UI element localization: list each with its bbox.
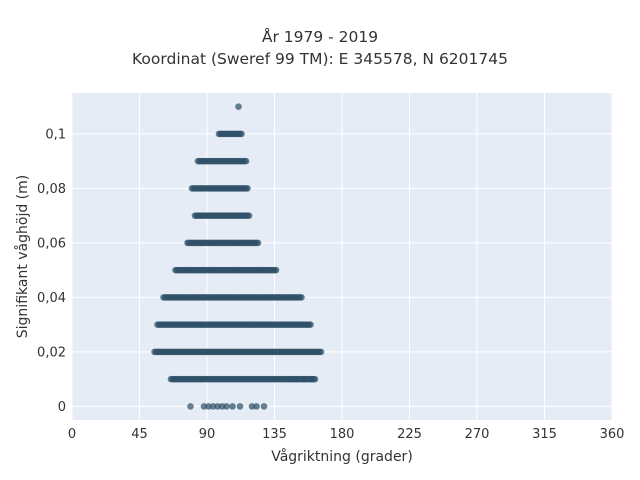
data-point xyxy=(238,130,245,138)
y-tick-label: 0,08 xyxy=(37,182,66,197)
x-tick-label: 225 xyxy=(397,427,422,442)
data-point xyxy=(298,294,305,301)
data-point xyxy=(245,212,253,219)
data-point xyxy=(235,103,242,110)
y-axis-ticks: 0 0,02 0,04 0,06 0,08 0,1 xyxy=(37,127,66,415)
data-point xyxy=(301,375,308,383)
data-point xyxy=(253,403,260,410)
x-axis-label: Vågriktning (grader) xyxy=(271,448,413,465)
data-point xyxy=(272,266,280,274)
data-point xyxy=(287,375,295,383)
data-point xyxy=(260,403,268,410)
x-tick-label: 0 xyxy=(68,427,76,442)
x-tick-label: 45 xyxy=(131,427,148,442)
y-tick-label: 0,06 xyxy=(37,236,66,251)
x-axis-ticks: 0 45 90 135 180 225 270 315 360 xyxy=(68,427,625,442)
chart-subtitle: Koordinat (Sweref 99 TM): E 345578, N 62… xyxy=(132,50,508,68)
y-tick-label: 0,02 xyxy=(37,345,66,360)
data-point xyxy=(223,403,230,410)
y-axis-label: Signifikant våghöjd (m) xyxy=(14,175,31,338)
y-tick-label: 0,1 xyxy=(45,127,66,142)
x-tick-label: 180 xyxy=(330,427,355,442)
data-point xyxy=(307,321,314,328)
x-tick-label: 135 xyxy=(262,427,287,442)
data-point xyxy=(308,375,316,383)
data-point xyxy=(236,403,244,410)
data-points xyxy=(151,103,325,410)
x-tick-label: 90 xyxy=(199,427,216,442)
x-tick-label: 315 xyxy=(532,427,557,442)
data-point xyxy=(187,403,194,410)
chart-title: År 1979 - 2019 xyxy=(261,28,379,46)
x-tick-label: 360 xyxy=(600,427,625,442)
data-point xyxy=(317,348,325,356)
data-point xyxy=(242,157,250,165)
data-point xyxy=(229,403,236,410)
data-point xyxy=(293,375,301,383)
data-point xyxy=(254,239,262,247)
y-tick-label: 0,04 xyxy=(37,291,66,306)
x-tick-label: 270 xyxy=(465,427,490,442)
y-tick-label: 0 xyxy=(58,400,66,415)
data-point xyxy=(244,185,251,192)
